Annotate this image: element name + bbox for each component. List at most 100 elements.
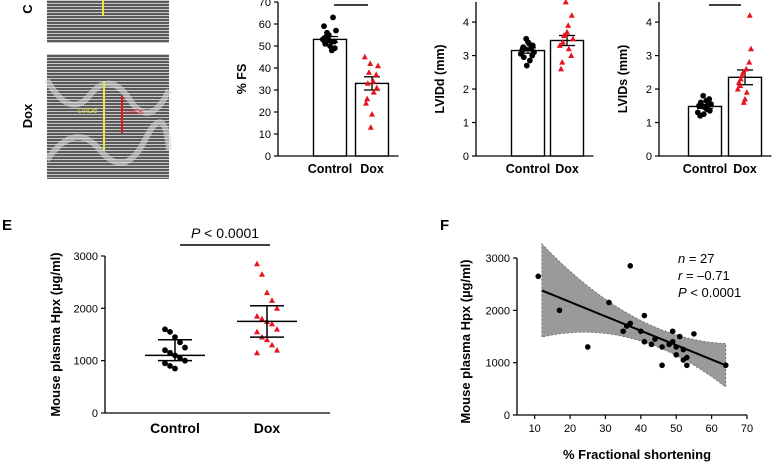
data-point <box>562 0 569 5</box>
data-point <box>331 38 338 45</box>
data-point <box>734 85 741 92</box>
y-tick-label: 2 <box>646 84 652 96</box>
y-axis-title: LVIDs (mm) <box>616 45 630 114</box>
data-point <box>364 80 371 86</box>
y-tick-label: 20 <box>259 107 271 119</box>
lvidd-chart: 0 1 2 3 4 Control Dox LVIDd (mm) <box>433 0 594 176</box>
stat-p: P < 0.0001 <box>678 285 741 300</box>
y-tick-label: 0 <box>504 410 510 422</box>
data-point <box>722 362 729 369</box>
bar-dox <box>354 82 390 157</box>
echo-wall-trace <box>44 78 172 166</box>
data-point <box>259 271 265 277</box>
data-point <box>659 344 665 350</box>
echo-image-control <box>47 0 169 43</box>
x-tick-label: 20 <box>564 423 576 435</box>
data-point <box>568 52 575 58</box>
x-tick-label: 50 <box>670 423 682 435</box>
data-point <box>274 347 280 353</box>
data-point <box>737 82 744 89</box>
data-point <box>182 344 188 351</box>
data-point <box>523 35 530 42</box>
y-tick-label: 1000 <box>486 358 510 370</box>
data-point <box>330 14 336 21</box>
data-point <box>584 344 591 350</box>
data-point <box>274 326 280 332</box>
data-point <box>706 107 713 114</box>
data-point <box>691 331 697 337</box>
data-point <box>254 328 260 335</box>
y-tick-label: 10 <box>259 129 271 141</box>
echo-images: LVIDd LVIDs C Dox <box>20 0 172 179</box>
data-point <box>172 365 178 372</box>
y-tick-label: 1 <box>463 118 469 130</box>
data-point <box>366 69 372 75</box>
y-tick-label: 30 <box>259 85 271 97</box>
data-point <box>162 347 168 354</box>
data-point <box>700 111 707 118</box>
data-point <box>748 45 754 52</box>
data-point <box>526 57 533 64</box>
p-value-annotation: P < 0.0001 <box>191 225 259 241</box>
data-point <box>684 362 690 369</box>
data-point <box>254 349 260 356</box>
y-tick-label: 4 <box>463 17 469 29</box>
data-point <box>373 71 380 77</box>
x-tick-label: 40 <box>635 423 647 435</box>
x-tick-label: Control <box>683 162 727 176</box>
data-point <box>172 334 178 341</box>
data-point <box>562 32 569 38</box>
data-point <box>321 23 327 30</box>
y-axis-title: Mouse plasma Hpx (µg/ml) <box>48 252 63 416</box>
data-point <box>333 27 339 34</box>
panel-label-f: F <box>440 217 449 234</box>
regression-line <box>541 289 727 367</box>
data-point <box>746 12 753 18</box>
panel-label-e: E <box>2 217 12 234</box>
data-point <box>743 89 750 95</box>
bar-control <box>510 49 546 157</box>
data-point <box>740 99 747 105</box>
x-tick-label: Dox <box>254 420 281 436</box>
data-point <box>370 78 377 84</box>
data-point <box>620 328 626 335</box>
y-axis-title: LVIDd (mm) <box>433 44 447 113</box>
y-tick-label: 0 <box>646 151 652 163</box>
data-point <box>274 305 280 311</box>
y-tick-label: 1 <box>646 118 652 130</box>
data-point <box>367 60 374 66</box>
data-point <box>264 336 270 343</box>
data-point <box>648 341 655 348</box>
data-point <box>528 45 534 52</box>
data-point <box>565 45 572 52</box>
y-axis-title: % FS <box>235 64 249 95</box>
confidence-band <box>541 242 727 388</box>
data-point <box>606 299 612 306</box>
bar-dox <box>549 39 585 157</box>
data-point <box>523 62 530 69</box>
data-point <box>568 12 575 18</box>
data-point <box>520 54 527 61</box>
y-tick-label: 2 <box>463 84 469 96</box>
data-point <box>556 307 563 314</box>
data-point <box>652 336 658 342</box>
data-point <box>363 100 369 106</box>
y-tick-label: 3 <box>463 51 469 63</box>
data-point <box>325 32 332 38</box>
data-point <box>373 84 380 91</box>
x-tick-label: 70 <box>741 423 753 435</box>
hpx-chart: 0 1000 2000 3000 Control Dox P < 0.0001 Mouse p… <box>48 225 330 436</box>
y-tick-label: 3000 <box>74 251 98 263</box>
data-point <box>700 92 707 99</box>
data-point <box>559 38 566 45</box>
data-point <box>556 42 563 48</box>
data-point <box>177 355 183 361</box>
data-point <box>367 124 374 130</box>
data-point <box>529 52 536 59</box>
data-point <box>269 320 275 327</box>
y-tick-label: 50 <box>259 41 271 53</box>
fs-chart: 0 10 20 30 40 50 60 70 Control Dox % FS <box>235 0 399 176</box>
y-tick-label: 2000 <box>74 303 98 315</box>
data-point <box>259 315 265 322</box>
